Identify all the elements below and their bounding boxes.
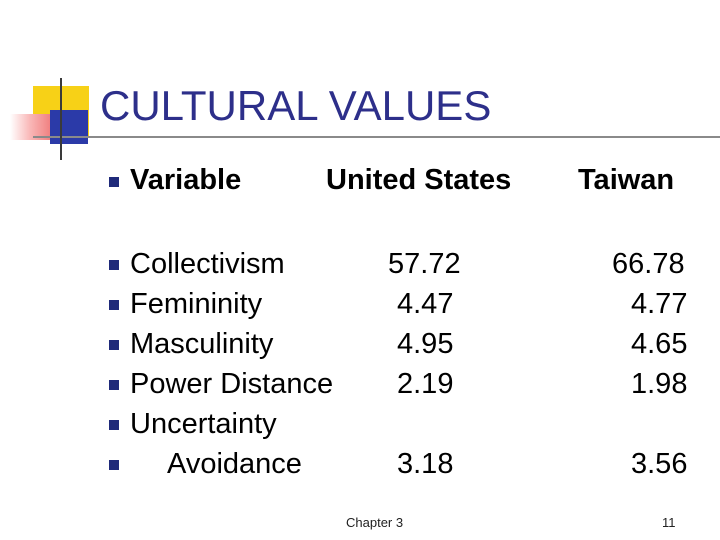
header-taiwan: Taiwan [578, 164, 675, 196]
row-label-femininity: Femininity [130, 288, 263, 320]
bullet-icon [109, 380, 119, 390]
footer-page-number: 11 [662, 515, 676, 530]
row-us-masculinity: 4.95 [397, 328, 454, 360]
bullet-icon [109, 460, 119, 470]
header-variable: Variable [130, 164, 242, 196]
row-label-collectivism: Collectivism [130, 248, 285, 280]
row-label-uncertainty: Uncertainty [130, 408, 277, 440]
slide-title: CULTURAL VALUES [100, 82, 492, 129]
bullet-icon [109, 300, 119, 310]
bullet-icon [109, 260, 119, 270]
row-taiwan-femininity: 4.77 [631, 288, 688, 320]
row-taiwan-power-distance: 1.98 [631, 368, 688, 400]
row-us-power-distance: 2.19 [397, 368, 454, 400]
decor-vertical-line [60, 78, 62, 160]
footer-chapter: Chapter 3 [346, 515, 404, 530]
row-label-avoidance: Avoidance [167, 448, 302, 480]
row-taiwan-avoidance: 3.56 [631, 448, 688, 480]
row-label-power-distance: Power Distance [130, 368, 334, 400]
bullet-icon [109, 340, 119, 350]
bullet-icon [109, 420, 119, 430]
decor-blue-square [50, 110, 88, 144]
row-label-masculinity: Masculinity [130, 328, 274, 360]
row-taiwan-masculinity: 4.65 [631, 328, 688, 360]
bullet-icon [109, 177, 119, 187]
row-taiwan-collectivism: 66.78 [612, 248, 685, 280]
title-underline [33, 136, 720, 138]
row-us-avoidance: 3.18 [397, 448, 454, 480]
header-united-states: United States [326, 164, 512, 196]
row-us-collectivism: 57.72 [388, 248, 461, 280]
row-us-femininity: 4.47 [397, 288, 454, 320]
